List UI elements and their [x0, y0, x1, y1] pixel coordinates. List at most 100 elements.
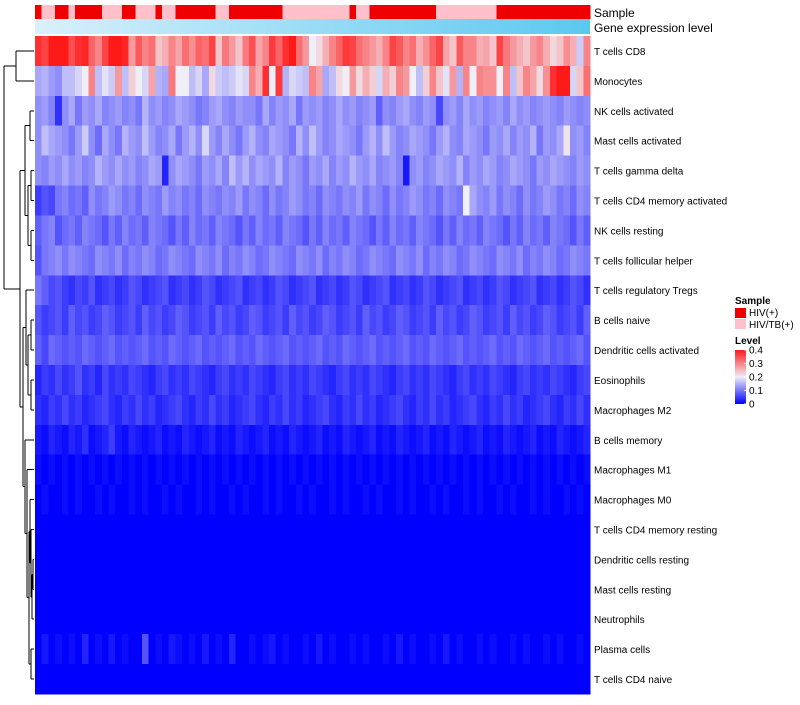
heatmap-cell	[402, 245, 411, 276]
heatmap-cell	[342, 514, 350, 546]
heatmap-cell	[202, 484, 210, 516]
heatmap-cell	[529, 634, 538, 665]
heatmap-cell	[483, 514, 491, 546]
heatmap-cell	[128, 155, 136, 187]
heatmap-cell	[41, 95, 49, 127]
heatmap-cell	[255, 335, 263, 366]
heatmap-cell	[556, 335, 564, 366]
heatmap-cell	[409, 275, 417, 306]
heatmap-cell	[41, 604, 49, 635]
heatmap-cell	[382, 275, 390, 306]
heatmap-cell	[389, 634, 397, 665]
heatmap-cell	[583, 574, 591, 605]
heatmap-cell	[289, 604, 297, 635]
heatmap-cell	[48, 664, 56, 695]
heatmap-cell	[483, 544, 491, 575]
heatmap-cell	[35, 335, 43, 366]
heatmap-cell	[516, 604, 524, 635]
heatmap-cell	[295, 65, 304, 97]
heatmap-cell	[275, 95, 284, 127]
heatmap-cell	[536, 634, 544, 665]
heatmap-cell	[476, 36, 484, 67]
heatmap-cell	[275, 484, 284, 516]
heatmap-cell	[108, 65, 116, 97]
heatmap-cell	[355, 394, 364, 426]
heatmap-cell	[556, 245, 564, 276]
heatmap-cell	[563, 484, 571, 516]
heatmap-cell	[41, 215, 49, 246]
heatmap-cell	[462, 245, 471, 276]
heatmap-cell	[182, 335, 190, 366]
heatmap-cell	[516, 544, 524, 575]
heatmap-cell	[576, 484, 584, 516]
heatmap-cell	[41, 155, 49, 187]
heatmap-cell	[349, 305, 357, 336]
heatmap-cell	[302, 634, 310, 665]
heatmap-cell	[215, 574, 223, 605]
heatmap-cell	[235, 454, 243, 486]
heatmap-cell	[182, 484, 190, 516]
heatmap-cell	[543, 335, 551, 366]
heatmap-cell	[503, 544, 511, 575]
heatmap-cell	[95, 634, 103, 665]
heatmap-cell	[282, 275, 290, 306]
heatmap-cell	[576, 544, 584, 575]
heatmap-cell	[503, 185, 511, 217]
heatmap-cell	[148, 484, 156, 516]
heatmap-cell	[215, 155, 223, 187]
heatmap-cell	[289, 574, 297, 605]
heatmap-cell	[342, 65, 350, 97]
heatmap-cell	[262, 155, 270, 187]
heatmap-cell	[382, 394, 390, 426]
heatmap-cell	[295, 574, 304, 605]
heatmap-cell	[529, 305, 538, 336]
heatmap-cell	[556, 424, 564, 456]
sample-annotation-cell	[402, 5, 411, 19]
heatmap-cell	[569, 36, 578, 67]
heatmap-cell	[523, 514, 531, 546]
heatmap-cell	[195, 335, 203, 366]
heatmap-cell	[322, 394, 330, 426]
heatmap-cell	[422, 65, 431, 97]
heatmap-cell	[248, 574, 257, 605]
heatmap-cell	[235, 185, 243, 217]
heatmap-cell	[569, 245, 578, 276]
heatmap-cell	[335, 36, 344, 67]
heatmap-cell	[195, 394, 203, 426]
heatmap-cell	[41, 365, 49, 396]
heatmap-cell	[483, 36, 491, 67]
heatmap-cell	[583, 155, 591, 187]
heatmap-cell	[81, 514, 90, 546]
heatmap-cell	[302, 275, 310, 306]
heatmap-cell	[436, 215, 444, 246]
heatmap-cell	[516, 514, 524, 546]
heatmap-cell	[135, 125, 143, 157]
heatmap-cell	[543, 574, 551, 605]
heatmap-cell	[563, 155, 571, 187]
sample-annotation-cell	[88, 5, 96, 19]
heatmap-cell	[155, 125, 163, 157]
heatmap-cell	[302, 484, 310, 516]
heatmap-cell	[302, 424, 310, 456]
heatmap-cell	[275, 664, 284, 695]
heatmap-cell	[202, 36, 210, 67]
heatmap-cell	[422, 365, 431, 396]
heatmap-cell	[469, 36, 477, 67]
heatmap-cell	[242, 305, 250, 336]
heatmap-cell	[536, 155, 544, 187]
heatmap-cell	[55, 36, 63, 67]
heatmap-cell	[476, 454, 484, 486]
heatmap-cell	[355, 275, 364, 306]
heatmap-cell	[442, 155, 451, 187]
heatmap-cell	[262, 65, 270, 97]
heatmap-cell	[121, 365, 130, 396]
heatmap-cell	[262, 215, 270, 246]
sample-annotation-cell	[55, 5, 63, 19]
heatmap-cell	[516, 95, 524, 127]
heatmap-cell	[389, 305, 397, 336]
heatmap-cell	[583, 215, 591, 246]
heatmap-cell	[68, 394, 76, 426]
heatmap-cell	[422, 95, 431, 127]
sample-annotation-cell	[563, 5, 571, 19]
heatmap-cell	[536, 36, 544, 67]
